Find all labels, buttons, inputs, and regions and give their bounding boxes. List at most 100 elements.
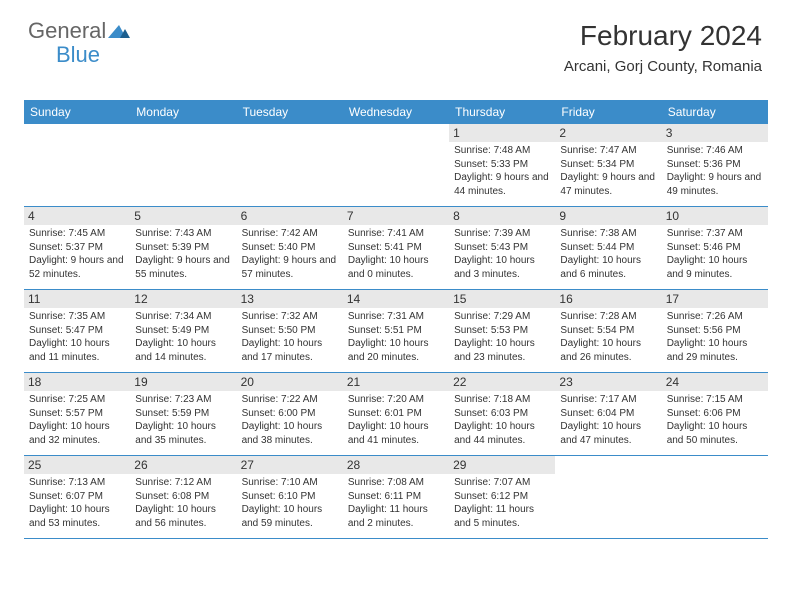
day-number: 24 <box>662 373 768 391</box>
dayheader-friday: Friday <box>555 100 661 124</box>
day-number: 2 <box>555 124 661 142</box>
day-number: 15 <box>449 290 555 308</box>
day-number: 18 <box>24 373 130 391</box>
day-detail: Sunrise: 7:31 AMSunset: 5:51 PMDaylight:… <box>348 310 444 364</box>
day-cell: 23 Sunrise: 7:17 AMSunset: 6:04 PMDayligh… <box>555 373 661 455</box>
day-detail: Sunrise: 7:17 AMSunset: 6:04 PMDaylight:… <box>560 393 656 447</box>
dayheader-wednesday: Wednesday <box>343 100 449 124</box>
week-row: 11 Sunrise: 7:35 AMSunset: 5:47 PMDayligh… <box>24 290 768 373</box>
day-cell: 9 Sunrise: 7:38 AMSunset: 5:44 PMDaylight… <box>555 207 661 289</box>
day-cell: 3Sunrise: 7:46 AMSunset: 5:36 PMDaylight… <box>662 124 768 206</box>
day-detail: Sunrise: 7:28 AMSunset: 5:54 PMDaylight:… <box>560 310 656 364</box>
day-cell: 4 Sunrise: 7:45 AMSunset: 5:37 PMDaylight… <box>24 207 130 289</box>
day-cell: 29Sunrise: 7:07 AMSunset: 6:12 PMDayligh… <box>449 456 555 538</box>
day-detail: Sunrise: 7:43 AMSunset: 5:39 PMDaylight:… <box>135 227 231 281</box>
empty-cell <box>237 124 343 206</box>
week-row: 25 Sunrise: 7:13 AMSunset: 6:07 PMDayligh… <box>24 456 768 539</box>
day-cell: 17 Sunrise: 7:26 AMSunset: 5:56 PMDayligh… <box>662 290 768 372</box>
day-cell: 2 Sunrise: 7:47 AMSunset: 5:34 PMDaylight… <box>555 124 661 206</box>
day-number: 20 <box>237 373 343 391</box>
dayheader-row: SundayMondayTuesdayWednesdayThursdayFrid… <box>24 100 768 124</box>
day-detail: Sunrise: 7:26 AMSunset: 5:56 PMDaylight:… <box>667 310 763 364</box>
day-cell: 12 Sunrise: 7:34 AMSunset: 5:49 PMDayligh… <box>130 290 236 372</box>
logo-text-general: General <box>28 18 106 44</box>
day-detail: Sunrise: 7:15 AMSunset: 6:06 PMDaylight:… <box>667 393 763 447</box>
day-detail: Sunrise: 7:38 AMSunset: 5:44 PMDaylight:… <box>560 227 656 281</box>
day-detail: Sunrise: 7:37 AMSunset: 5:46 PMDaylight:… <box>667 227 763 281</box>
dayheader-tuesday: Tuesday <box>237 100 343 124</box>
day-number: 21 <box>343 373 449 391</box>
logo-mark-icon <box>108 22 130 43</box>
day-detail: Sunrise: 7:35 AMSunset: 5:47 PMDaylight:… <box>29 310 125 364</box>
dayheader-sunday: Sunday <box>24 100 130 124</box>
day-cell: 6Sunrise: 7:42 AMSunset: 5:40 PMDaylight… <box>237 207 343 289</box>
day-cell: 19Sunrise: 7:23 AMSunset: 5:59 PMDayligh… <box>130 373 236 455</box>
day-detail: Sunrise: 7:08 AMSunset: 6:11 PMDaylight:… <box>348 476 444 530</box>
day-cell: 13Sunrise: 7:32 AMSunset: 5:50 PMDayligh… <box>237 290 343 372</box>
day-detail: Sunrise: 7:45 AMSunset: 5:37 PMDaylight:… <box>29 227 125 281</box>
day-number: 16 <box>555 290 661 308</box>
day-detail: Sunrise: 7:34 AMSunset: 5:49 PMDaylight:… <box>135 310 231 364</box>
dayheader-saturday: Saturday <box>662 100 768 124</box>
day-detail: Sunrise: 7:29 AMSunset: 5:53 PMDaylight:… <box>454 310 550 364</box>
day-number: 14 <box>343 290 449 308</box>
day-number: 26 <box>130 456 236 474</box>
empty-cell <box>662 456 768 538</box>
day-number: 12 <box>130 290 236 308</box>
day-detail: Sunrise: 7:22 AMSunset: 6:00 PMDaylight:… <box>242 393 338 447</box>
day-cell: 14 Sunrise: 7:31 AMSunset: 5:51 PMDayligh… <box>343 290 449 372</box>
day-number: 9 <box>555 207 661 225</box>
empty-cell <box>343 124 449 206</box>
page-title: February 2024 <box>564 20 762 52</box>
week-row: 4 Sunrise: 7:45 AMSunset: 5:37 PMDaylight… <box>24 207 768 290</box>
day-cell: 28Sunrise: 7:08 AMSunset: 6:11 PMDayligh… <box>343 456 449 538</box>
day-cell: 5 Sunrise: 7:43 AMSunset: 5:39 PMDaylight… <box>130 207 236 289</box>
day-number: 7 <box>343 207 449 225</box>
day-number: 11 <box>24 290 130 308</box>
logo: General Blue <box>28 18 130 47</box>
empty-cell <box>24 124 130 206</box>
header: February 2024 Arcani, Gorj County, Roman… <box>564 20 762 75</box>
day-cell: 16 Sunrise: 7:28 AMSunset: 5:54 PMDayligh… <box>555 290 661 372</box>
logo-text-blue: Blue <box>56 42 100 68</box>
day-number: 27 <box>237 456 343 474</box>
calendar: SundayMondayTuesdayWednesdayThursdayFrid… <box>24 100 768 539</box>
day-number: 23 <box>555 373 661 391</box>
day-cell: 7Sunrise: 7:41 AMSunset: 5:41 PMDaylight… <box>343 207 449 289</box>
week-row: 18 Sunrise: 7:25 AMSunset: 5:57 PMDayligh… <box>24 373 768 456</box>
dayheader-monday: Monday <box>130 100 236 124</box>
day-cell: 20 Sunrise: 7:22 AMSunset: 6:00 PMDayligh… <box>237 373 343 455</box>
day-detail: Sunrise: 7:48 AMSunset: 5:33 PMDaylight:… <box>454 144 550 198</box>
day-cell: 11 Sunrise: 7:35 AMSunset: 5:47 PMDayligh… <box>24 290 130 372</box>
day-number: 25 <box>24 456 130 474</box>
day-detail: Sunrise: 7:20 AMSunset: 6:01 PMDaylight:… <box>348 393 444 447</box>
day-detail: Sunrise: 7:25 AMSunset: 5:57 PMDaylight:… <box>29 393 125 447</box>
day-cell: 27 Sunrise: 7:10 AMSunset: 6:10 PMDayligh… <box>237 456 343 538</box>
day-detail: Sunrise: 7:32 AMSunset: 5:50 PMDaylight:… <box>242 310 338 364</box>
day-detail: Sunrise: 7:10 AMSunset: 6:10 PMDaylight:… <box>242 476 338 530</box>
day-cell: 1Sunrise: 7:48 AMSunset: 5:33 PMDaylight… <box>449 124 555 206</box>
day-cell: 8 Sunrise: 7:39 AMSunset: 5:43 PMDaylight… <box>449 207 555 289</box>
day-number: 22 <box>449 373 555 391</box>
day-number: 17 <box>662 290 768 308</box>
day-number: 19 <box>130 373 236 391</box>
day-number: 8 <box>449 207 555 225</box>
day-detail: Sunrise: 7:07 AMSunset: 6:12 PMDaylight:… <box>454 476 550 530</box>
weeks-container: 1Sunrise: 7:48 AMSunset: 5:33 PMDaylight… <box>24 124 768 539</box>
day-detail: Sunrise: 7:39 AMSunset: 5:43 PMDaylight:… <box>454 227 550 281</box>
day-cell: 21 Sunrise: 7:20 AMSunset: 6:01 PMDayligh… <box>343 373 449 455</box>
day-number: 6 <box>237 207 343 225</box>
day-number: 10 <box>662 207 768 225</box>
day-detail: Sunrise: 7:12 AMSunset: 6:08 PMDaylight:… <box>135 476 231 530</box>
day-detail: Sunrise: 7:18 AMSunset: 6:03 PMDaylight:… <box>454 393 550 447</box>
day-number: 4 <box>24 207 130 225</box>
day-number: 5 <box>130 207 236 225</box>
page-subtitle: Arcani, Gorj County, Romania <box>564 58 762 75</box>
empty-cell <box>130 124 236 206</box>
week-row: 1Sunrise: 7:48 AMSunset: 5:33 PMDaylight… <box>24 124 768 207</box>
day-cell: 25 Sunrise: 7:13 AMSunset: 6:07 PMDayligh… <box>24 456 130 538</box>
day-detail: Sunrise: 7:13 AMSunset: 6:07 PMDaylight:… <box>29 476 125 530</box>
day-detail: Sunrise: 7:47 AMSunset: 5:34 PMDaylight:… <box>560 144 656 198</box>
day-cell: 15 Sunrise: 7:29 AMSunset: 5:53 PMDayligh… <box>449 290 555 372</box>
day-cell: 24 Sunrise: 7:15 AMSunset: 6:06 PMDayligh… <box>662 373 768 455</box>
